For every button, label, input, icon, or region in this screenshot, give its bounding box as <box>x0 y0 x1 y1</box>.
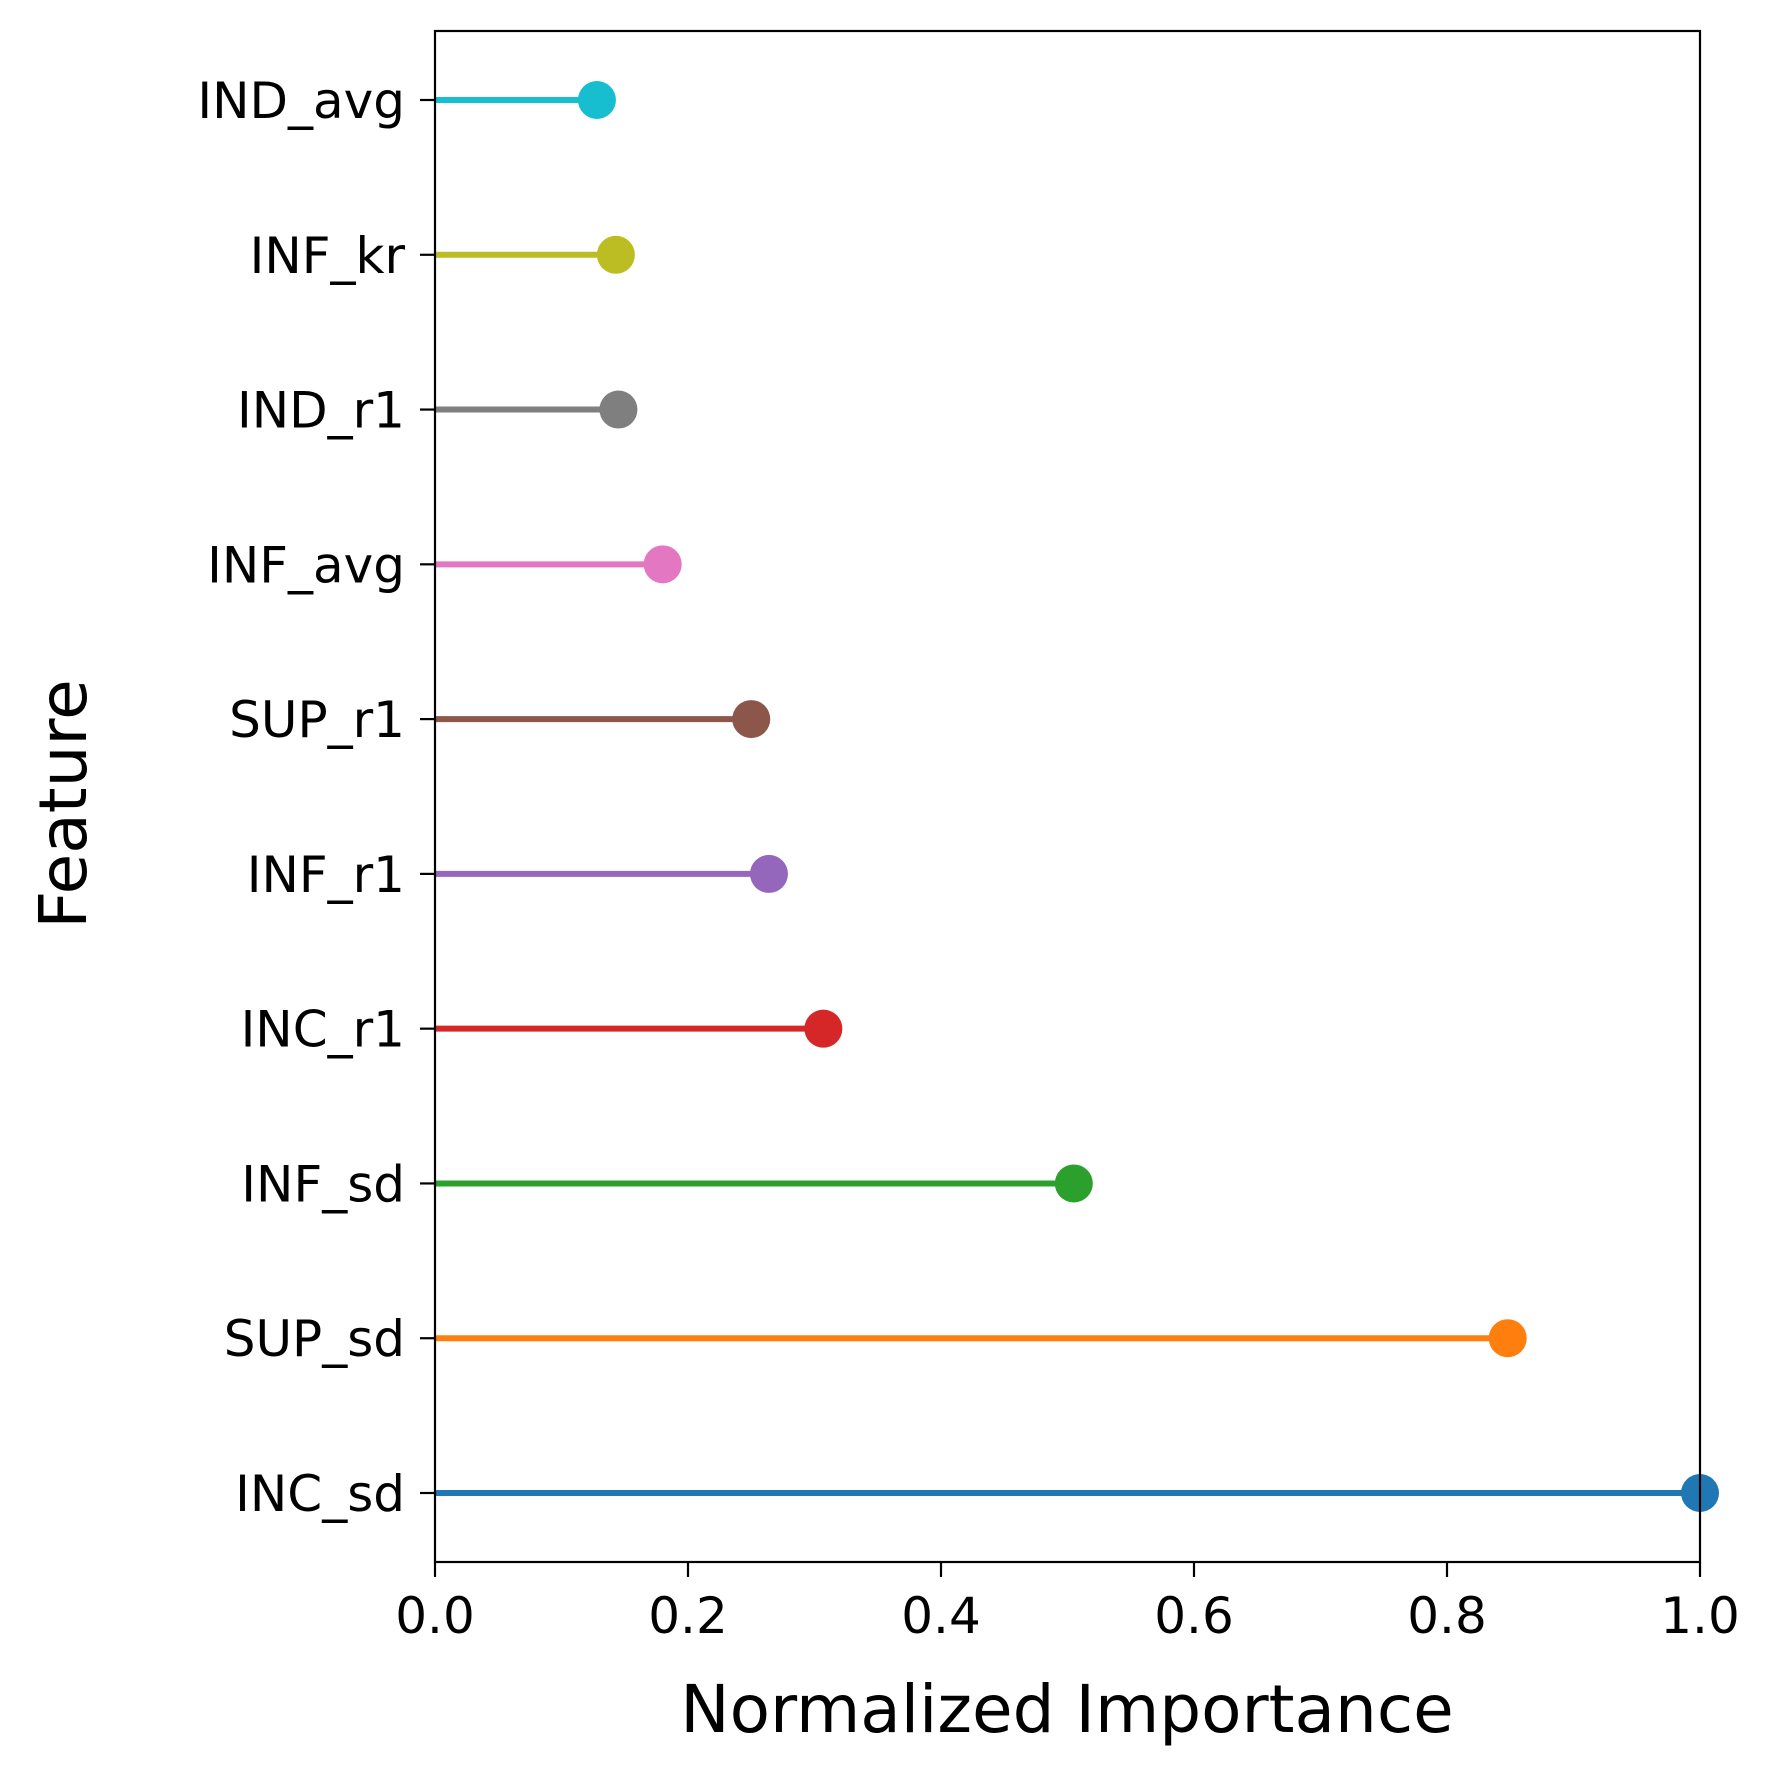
marker-INF_r1 <box>749 854 788 893</box>
x-axis-ticks: 0.0 0.2 0.4 0.6 0.8 1.0 <box>395 1562 1740 1645</box>
x-tick-label-3: 0.6 <box>1154 1587 1234 1645</box>
y-tick-label-INF_sd: INF_sd <box>241 1155 405 1213</box>
x-tick-label-4: 0.8 <box>1407 1587 1487 1645</box>
x-tick-label-5: 1.0 <box>1660 1587 1740 1645</box>
y-axis-title: Feature <box>25 679 102 928</box>
plot-frame <box>433 29 1702 1564</box>
y-tick-label-INC_sd: INC_sd <box>235 1465 405 1523</box>
marker-INF_sd <box>1054 1164 1093 1203</box>
marker-INF_kr <box>596 235 635 274</box>
marker-IND_avg <box>577 81 616 119</box>
x-tick-label-2: 0.4 <box>901 1587 981 1645</box>
y-tick-label-SUP_sd: SUP_sd <box>224 1310 405 1368</box>
x-tick-label-0: 0.0 <box>395 1587 475 1645</box>
marker-INC_r1 <box>804 1009 843 1048</box>
y-axis-ticks: INC_sd SUP_sd INF_sd INC_r1 INF_r1 SUP_r1 INF_… <box>197 72 435 1523</box>
lollipop-markers <box>577 81 1719 1512</box>
y-tick-label-INC_r1: INC_r1 <box>241 1001 405 1059</box>
marker-IND_r1 <box>599 390 638 429</box>
y-tick-label-IND_avg: IND_avg <box>197 72 405 130</box>
y-tick-label-INF_r1: INF_r1 <box>247 846 405 904</box>
y-tick-label-IND_r1: IND_r1 <box>237 382 405 440</box>
y-tick-label-INF_avg: INF_avg <box>207 536 405 594</box>
marker-INF_avg <box>643 545 682 584</box>
lollipop-stems <box>435 97 1700 1496</box>
marker-SUP_r1 <box>732 700 771 739</box>
y-tick-label-SUP_r1: SUP_r1 <box>229 691 405 749</box>
x-axis-title: Normalized Importance <box>680 1671 1453 1748</box>
x-tick-label-1: 0.2 <box>648 1587 728 1645</box>
marker-SUP_sd <box>1488 1319 1527 1358</box>
y-tick-label-INF_kr: INF_kr <box>250 227 406 285</box>
